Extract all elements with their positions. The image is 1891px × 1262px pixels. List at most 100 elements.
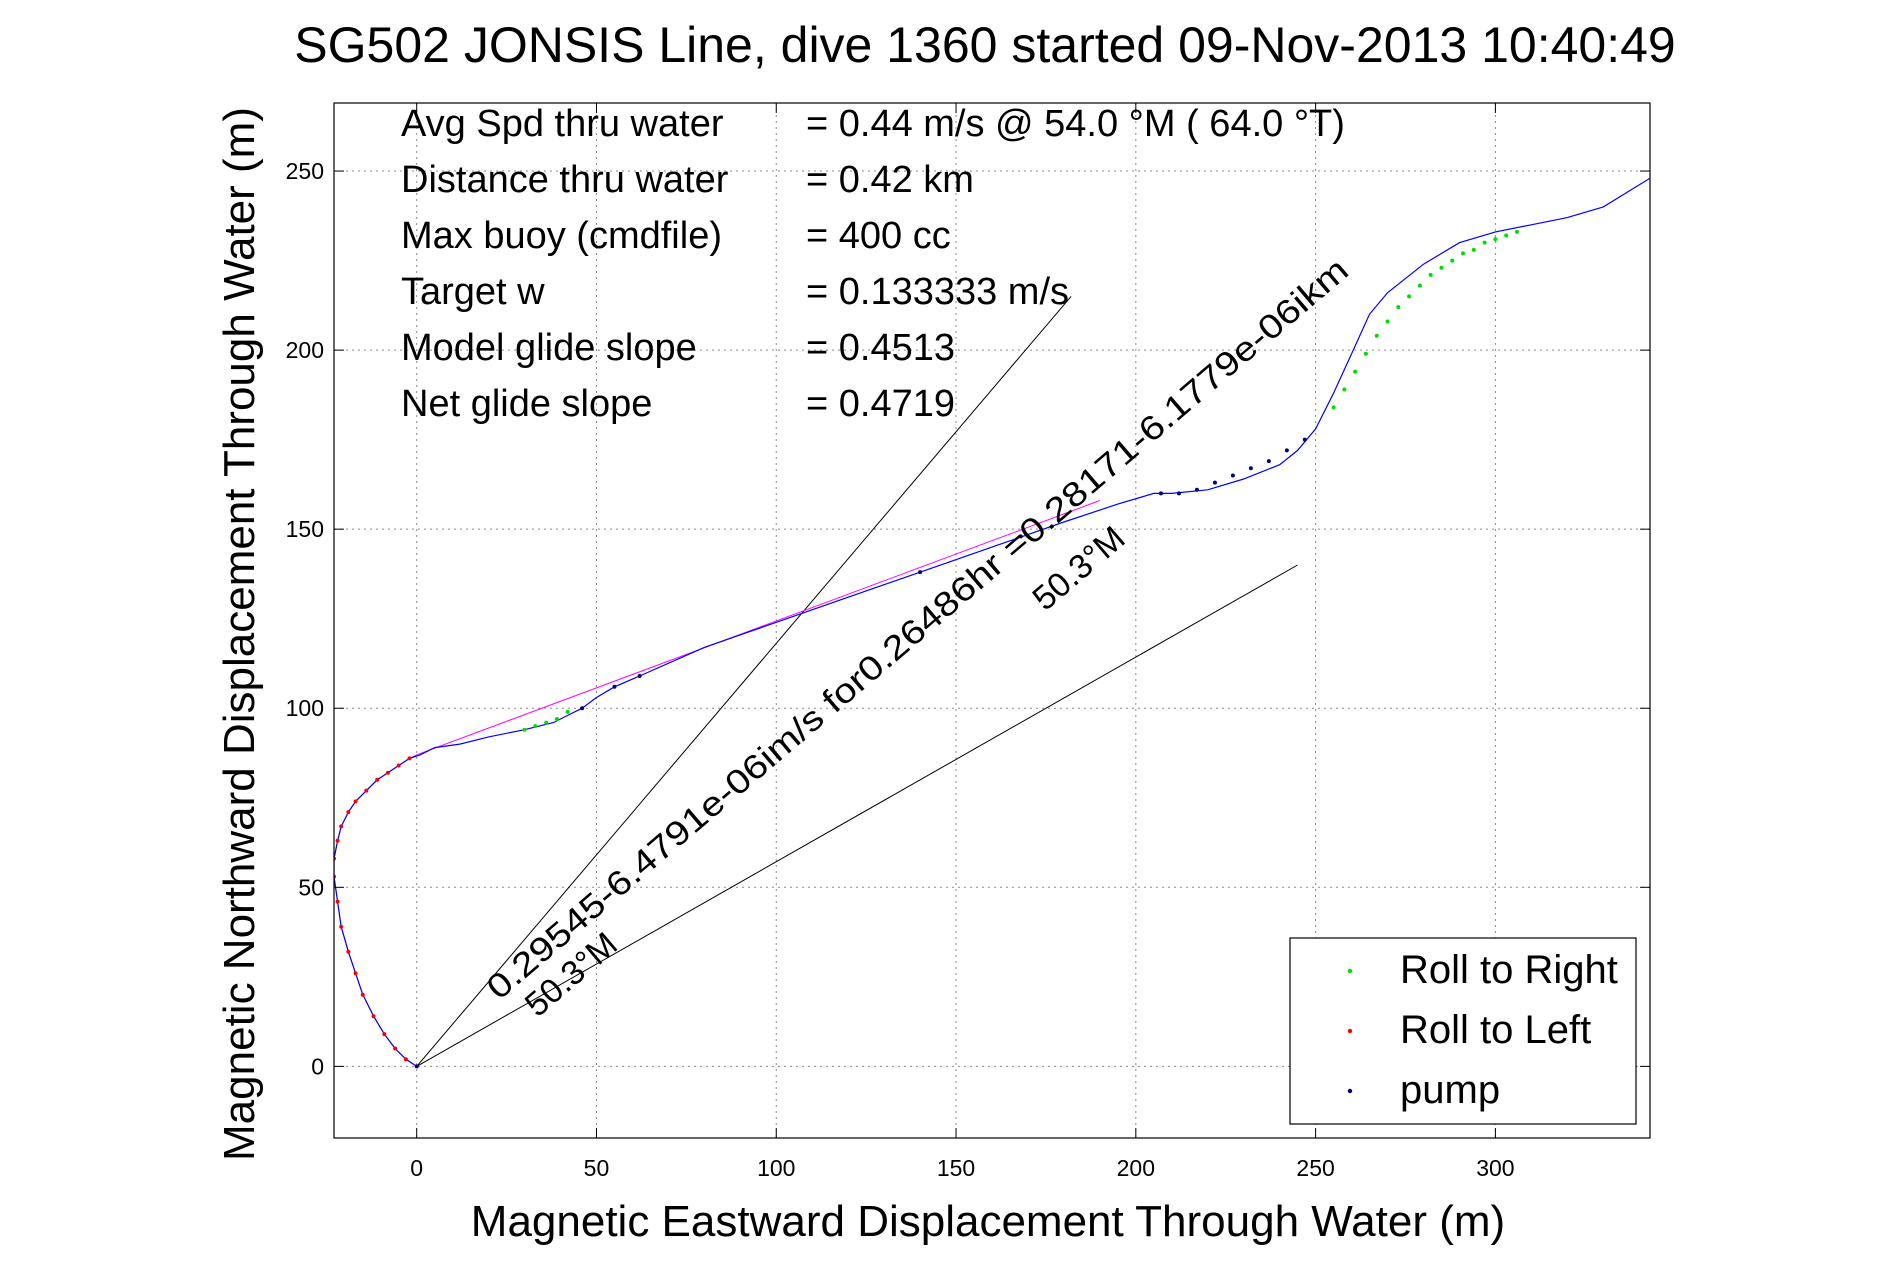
ticks: 0 50 100 150 200 250 300 0 50 100 150 200 250	[286, 103, 1650, 1181]
roll-left-point	[382, 1032, 387, 1037]
legend-marker	[1347, 968, 1353, 974]
pump-point	[1266, 459, 1271, 464]
roll-left-point	[346, 810, 351, 815]
annotation-label: Max buoy (cmdfile)	[401, 215, 722, 257]
roll-right-point	[1504, 233, 1509, 238]
roll-right-point	[522, 727, 527, 732]
legend-box	[1289, 937, 1637, 1125]
roll-left-point	[335, 899, 340, 904]
annotation-value: = 0.4719	[806, 383, 955, 425]
annotation-value: = 400 cc	[806, 215, 951, 257]
x-tick-label: 250	[1296, 1155, 1334, 1181]
y-tick-label: 200	[286, 337, 324, 363]
annotation-value: = 0.4513	[806, 327, 955, 369]
pump-point	[637, 674, 642, 679]
x-tick-label: 200	[1117, 1155, 1155, 1181]
roll-left-point	[364, 788, 369, 793]
pump-point	[1248, 466, 1253, 471]
plot-clip-group	[334, 177, 1650, 1069]
roll-left-point	[360, 992, 365, 997]
roll-left-point	[385, 770, 390, 775]
y-tick-label: 250	[286, 158, 324, 184]
x-tick-label: 300	[1476, 1155, 1514, 1181]
pump-point	[1230, 473, 1235, 478]
legend-label: pump	[1400, 1068, 1500, 1112]
y-tick-label: 150	[286, 516, 324, 542]
pump-point	[1158, 491, 1163, 496]
annotation-block: Avg Spd thru water = 0.44 m/s @ 54.0 °M (…	[401, 103, 1345, 425]
pump-point	[918, 570, 923, 575]
roll-left-point	[339, 824, 344, 829]
roll-right-point	[544, 720, 549, 725]
x-tick-label: 0	[410, 1155, 423, 1181]
annotation-value: = 0.42 km	[806, 159, 974, 201]
reference-line	[416, 296, 1072, 1067]
chart-title: SG502 JONSIS Line, dive 1360 started 09-…	[294, 17, 1675, 73]
y-tick-label: 0	[311, 1053, 324, 1079]
y-tick-label: 100	[286, 695, 324, 721]
roll-left-point	[346, 949, 351, 954]
roll-right-point	[1450, 258, 1455, 263]
roll-right-point	[1342, 387, 1347, 392]
pump-point	[1284, 448, 1289, 453]
annotation-value: = 0.133333 m/s	[806, 271, 1069, 313]
roll-right-point	[533, 724, 538, 729]
roll-left-point	[335, 838, 340, 843]
roll-left-point	[339, 924, 344, 929]
roll-right-point	[1493, 237, 1498, 242]
roll-right-point	[1417, 283, 1422, 288]
roll-right-point	[1439, 265, 1444, 270]
annotation-label: Model glide slope	[401, 327, 697, 369]
roll-left-point	[403, 1057, 408, 1062]
roll-left-point	[371, 1014, 376, 1019]
legend-label: Roll to Left	[1400, 1008, 1591, 1052]
roll-right-point	[565, 709, 570, 714]
legend: Roll to Right Roll to Left pump	[1289, 937, 1637, 1125]
roll-right-point	[1396, 305, 1401, 310]
annotation-label: Avg Spd thru water	[401, 103, 724, 145]
pump-point	[1194, 487, 1199, 492]
annotation-label: Target w	[401, 271, 545, 313]
roll-left-point	[407, 756, 412, 761]
pump-point	[1212, 480, 1217, 485]
pump-point	[580, 706, 585, 711]
roll-right-point	[1407, 294, 1412, 299]
roll-left-point	[353, 799, 358, 804]
pump-point	[1018, 534, 1023, 539]
plot-area	[334, 177, 1650, 1069]
x-tick-label: 150	[937, 1155, 975, 1181]
roll-left-point	[396, 763, 401, 768]
roll-right-point	[1374, 333, 1379, 338]
roll-right-point	[1353, 369, 1358, 374]
roll-left-point	[393, 1046, 398, 1051]
x-axis-label: Magnetic Eastward Displacement Through W…	[471, 1197, 1505, 1246]
roll-left-point	[353, 971, 358, 976]
roll-right-point	[1461, 251, 1466, 256]
y-tick-label: 50	[298, 874, 324, 900]
roll-right-point	[1385, 319, 1390, 324]
roll-left-point	[375, 777, 380, 782]
legend-marker	[1347, 1028, 1353, 1034]
pump-point	[612, 684, 617, 689]
y-axis-label: Magnetic Northward Displacement Through …	[215, 107, 264, 1161]
roll-right-point	[1331, 405, 1336, 410]
roll-right-point	[1363, 351, 1368, 356]
reference-line	[416, 564, 1298, 1067]
annotation-value: = 0.44 m/s @ 54.0 °M ( 64.0 °T)	[806, 103, 1345, 145]
roll-right-point	[1428, 272, 1433, 277]
roll-right-point	[554, 716, 559, 721]
pump-point	[1176, 491, 1181, 496]
pump-point	[1302, 437, 1307, 442]
roll-right-point	[1471, 247, 1476, 252]
x-tick-label: 50	[584, 1155, 610, 1181]
annotation-label: Distance thru water	[401, 159, 729, 201]
roll-right-point	[1514, 229, 1519, 234]
legend-marker	[1347, 1088, 1353, 1094]
annotation-label: Net glide slope	[401, 383, 652, 425]
roll-right-point	[1482, 240, 1487, 245]
legend-label: Roll to Right	[1400, 948, 1618, 992]
pump-point	[414, 1064, 419, 1069]
axes-box	[333, 102, 1651, 1139]
x-tick-label: 100	[757, 1155, 795, 1181]
